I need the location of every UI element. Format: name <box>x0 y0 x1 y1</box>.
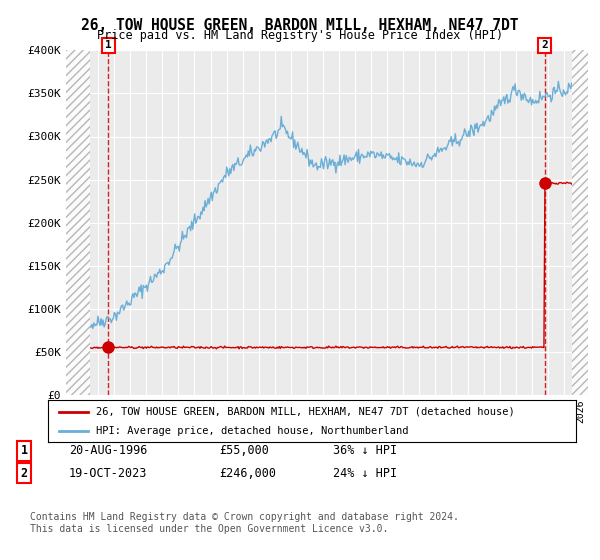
Text: £246,000: £246,000 <box>219 466 276 480</box>
Text: 20-AUG-1996: 20-AUG-1996 <box>69 444 148 458</box>
Text: £55,000: £55,000 <box>219 444 269 458</box>
Text: 36% ↓ HPI: 36% ↓ HPI <box>333 444 397 458</box>
Text: Price paid vs. HM Land Registry's House Price Index (HPI): Price paid vs. HM Land Registry's House … <box>97 29 503 42</box>
Text: 2: 2 <box>20 466 28 480</box>
Text: 19-OCT-2023: 19-OCT-2023 <box>69 466 148 480</box>
Text: HPI: Average price, detached house, Northumberland: HPI: Average price, detached house, Nort… <box>95 426 408 436</box>
Text: 26, TOW HOUSE GREEN, BARDON MILL, HEXHAM, NE47 7DT (detached house): 26, TOW HOUSE GREEN, BARDON MILL, HEXHAM… <box>95 407 514 417</box>
Text: 26, TOW HOUSE GREEN, BARDON MILL, HEXHAM, NE47 7DT: 26, TOW HOUSE GREEN, BARDON MILL, HEXHAM… <box>81 18 519 33</box>
Text: 1: 1 <box>105 40 112 50</box>
Text: Contains HM Land Registry data © Crown copyright and database right 2024.
This d: Contains HM Land Registry data © Crown c… <box>30 512 459 534</box>
Text: 2: 2 <box>541 40 548 50</box>
Text: 24% ↓ HPI: 24% ↓ HPI <box>333 466 397 480</box>
Text: 1: 1 <box>20 444 28 458</box>
